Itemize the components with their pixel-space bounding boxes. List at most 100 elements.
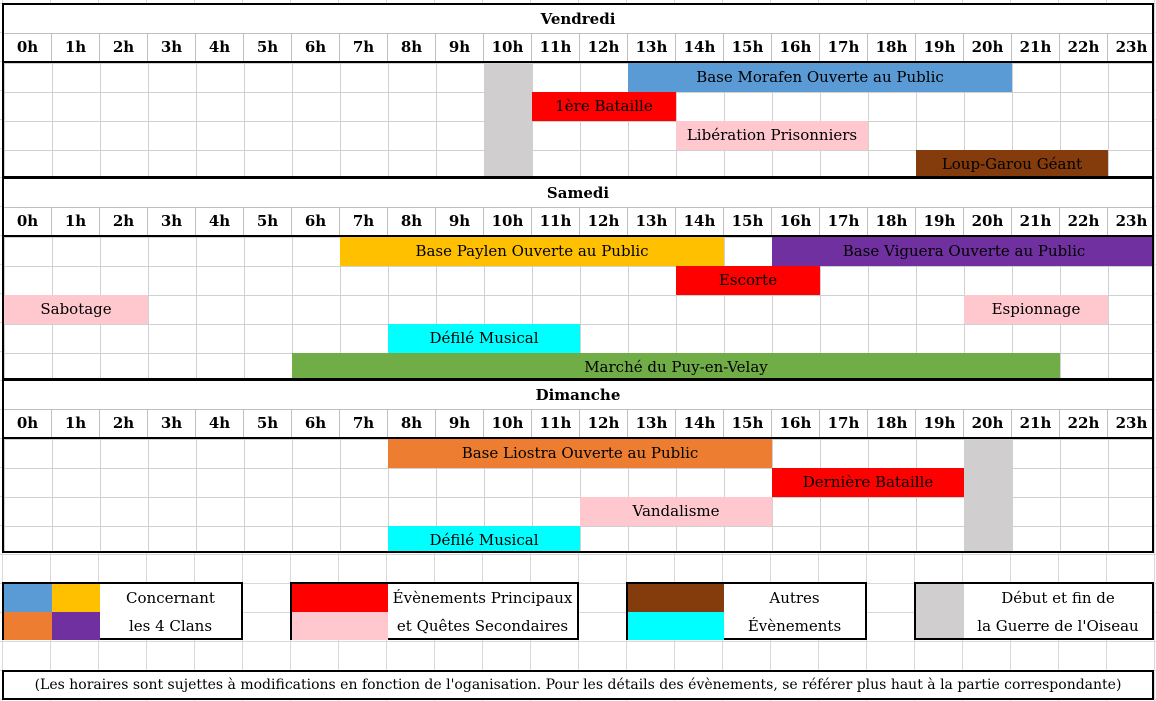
hour-label: 0h [4, 208, 52, 235]
schedule-samedi: Samedi 0h 1h 2h 3h 4h 5h 6h 7h 8h 9h 10h 11h 12h 13h 1… [2, 177, 1154, 380]
hour-label: 13h [628, 34, 676, 61]
legend-main-events: Évènements Principaux et Quêtes Secondai… [290, 582, 579, 640]
day-title: Samedi [4, 179, 1152, 208]
legend-clans: Concernant les 4 Clans [2, 582, 243, 640]
hour-label: 3h [148, 34, 196, 61]
hour-label: 18h [868, 34, 916, 61]
legend-label: Évènements Principaux [392, 589, 573, 607]
hour-label: 16h [772, 208, 820, 235]
hour-label: 20h [964, 34, 1012, 61]
legend-swatch-red [292, 584, 388, 612]
hour-label: 1h [52, 410, 100, 437]
hour-label: 21h [1012, 34, 1060, 61]
hour-label: 6h [292, 208, 340, 235]
hour-label: 9h [436, 34, 484, 61]
hour-label: 15h [724, 208, 772, 235]
hour-label: 6h [292, 34, 340, 61]
hour-label: 12h [580, 34, 628, 61]
hour-label: 7h [340, 208, 388, 235]
hour-label: 20h [964, 208, 1012, 235]
event-bar: Base Paylen Ouverte au Public [340, 237, 724, 266]
hour-label: 4h [196, 34, 244, 61]
hour-label: 17h [820, 410, 868, 437]
legend-label: la Guerre de l'Oiseau [977, 617, 1139, 635]
hour-label: 19h [916, 208, 964, 235]
hour-label: 16h [772, 410, 820, 437]
hour-label: 7h [340, 34, 388, 61]
hour-label: 6h [292, 410, 340, 437]
hour-label: 17h [820, 34, 868, 61]
legend-swatch-brown [628, 584, 724, 612]
hour-label: 3h [148, 410, 196, 437]
hour-label: 0h [4, 34, 52, 61]
hour-label: 3h [148, 208, 196, 235]
hour-label: 4h [196, 208, 244, 235]
schedule-dimanche: Dimanche 0h 1h 2h 3h 4h 5h 6h 7h 8h 9h 10h 11h 12h 13… [2, 379, 1154, 553]
hour-label: 23h [1108, 34, 1152, 61]
hour-label: 8h [388, 34, 436, 61]
hour-label: 11h [532, 34, 580, 61]
hour-label: 7h [340, 410, 388, 437]
hour-label: 16h [772, 34, 820, 61]
legend-label: Autres [769, 589, 820, 607]
hour-label: 11h [532, 208, 580, 235]
hour-label: 2h [100, 208, 148, 235]
hour-label: 12h [580, 208, 628, 235]
legend-swatch-orange [4, 612, 52, 640]
hour-label: 22h [1060, 410, 1108, 437]
legend-label: les 4 Clans [128, 617, 213, 635]
hour-label: 8h [388, 410, 436, 437]
war-period-bar [484, 63, 532, 176]
hour-label: 10h [484, 34, 532, 61]
legend-swatch-purple [52, 612, 100, 640]
legend-label: et Quêtes Secondaires [396, 617, 569, 635]
legend-swatch-yellow [52, 584, 100, 612]
event-bar: Libération Prisonniers [676, 121, 868, 150]
hour-label: 21h [1012, 410, 1060, 437]
hour-label: 2h [100, 410, 148, 437]
hour-label: 12h [580, 410, 628, 437]
event-bar: Base Viguera Ouverte au Public [772, 237, 1152, 266]
hour-label: 9h [436, 410, 484, 437]
hour-label: 10h [484, 208, 532, 235]
legend-label: Début et fin de [1001, 589, 1115, 607]
event-bar: Loup-Garou Géant [916, 150, 1108, 176]
legend-label: Concernant [126, 589, 215, 607]
hour-label: 22h [1060, 34, 1108, 61]
hour-label: 23h [1108, 410, 1152, 437]
hour-label: 4h [196, 410, 244, 437]
hour-label: 1h [52, 34, 100, 61]
hour-label: 20h [964, 410, 1012, 437]
legend-swatch-gray [916, 584, 964, 638]
day-title: Vendredi [4, 5, 1152, 34]
hour-label: 8h [388, 208, 436, 235]
hour-label: 1h [52, 208, 100, 235]
hour-label: 10h [484, 410, 532, 437]
legend-swatch-blue [4, 584, 52, 612]
legend-war: Début et fin de la Guerre de l'Oiseau [914, 582, 1154, 640]
hour-label: 15h [724, 410, 772, 437]
event-bar: Base Liostra Ouverte au Public [388, 439, 772, 468]
hour-header-row: 0h 1h 2h 3h 4h 5h 6h 7h 8h 9h 10h 11h 12h 13h 14h 15h 16… [4, 208, 1152, 237]
event-bar: Escorte [676, 266, 820, 295]
hour-label: 22h [1060, 208, 1108, 235]
hour-label: 13h [628, 410, 676, 437]
hour-label: 19h [916, 410, 964, 437]
hour-label: 14h [676, 34, 724, 61]
hour-label: 14h [676, 208, 724, 235]
day-title: Dimanche [4, 381, 1152, 410]
hour-header-row: 0h 1h 2h 3h 4h 5h 6h 7h 8h 9h 10h 11h 12h 13h 14h 15h 16… [4, 34, 1152, 63]
hour-label: 21h [1012, 208, 1060, 235]
hour-label: 2h [100, 34, 148, 61]
hour-label: 23h [1108, 208, 1152, 235]
hour-label: 13h [628, 208, 676, 235]
hour-label: 11h [532, 410, 580, 437]
event-bar: Défilé Musical [388, 324, 580, 353]
event-bar: Base Morafen Ouverte au Public [628, 63, 1012, 92]
event-bar: Espionnage [964, 295, 1108, 324]
hour-label: 5h [244, 34, 292, 61]
hour-label: 9h [436, 208, 484, 235]
hour-label: 14h [676, 410, 724, 437]
hour-label: 0h [4, 410, 52, 437]
hour-label: 5h [244, 410, 292, 437]
